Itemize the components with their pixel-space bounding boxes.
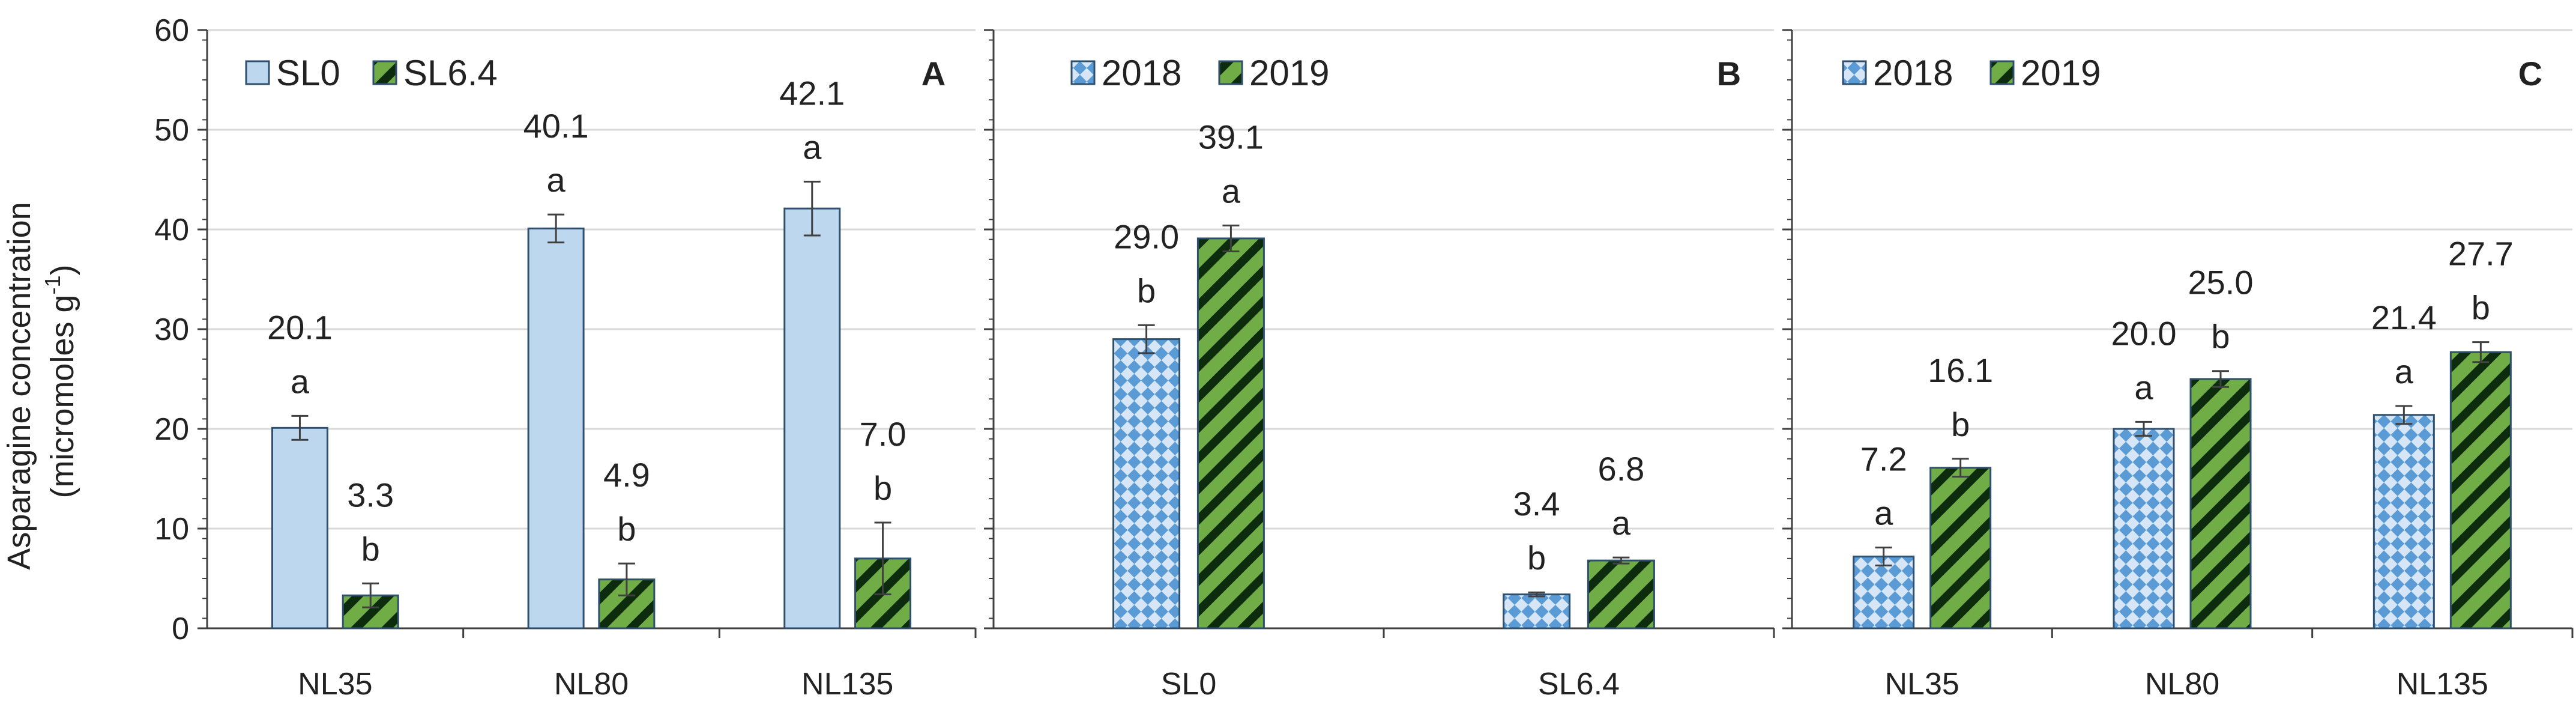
bar-2018-nl135 — [2374, 415, 2434, 628]
bar-2018-sl6-4 — [1504, 595, 1570, 628]
data-label: 39.1 — [1198, 118, 1264, 156]
bar-2019-sl0 — [1198, 238, 1264, 628]
legend-label-2018: 2018 — [1873, 53, 1953, 93]
y-axis-title-main: Asparagine concentration — [1, 202, 37, 569]
data-label: 40.1 — [523, 107, 589, 145]
y-tick-label: 40 — [154, 213, 189, 247]
significance-letter: a — [1612, 504, 1631, 542]
bar-2019-nl80 — [2191, 379, 2251, 628]
data-label: 3.4 — [1513, 485, 1560, 523]
x-tick-label-nl135: NL135 — [2397, 667, 2488, 702]
data-label: 7.0 — [860, 415, 906, 453]
legend-label-2019: 2019 — [1249, 53, 1329, 93]
bar-2018-nl80 — [2114, 429, 2174, 628]
y-tick-label: 60 — [154, 13, 189, 48]
data-label: 21.4 — [2371, 299, 2437, 336]
x-tick-label-sl6-4: SL6.4 — [1538, 667, 1620, 702]
x-tick-label-nl135: NL135 — [801, 667, 893, 702]
panel-c: NL35 a 7.2 b 16.1 NL80 a 20.0 b 25.0 NL135 a 21.4 b 27… — [1782, 30, 2572, 702]
x-tick-label-nl35: NL35 — [298, 667, 372, 702]
bar-2019-nl135 — [2451, 352, 2511, 628]
significance-letter: b — [1951, 405, 1970, 443]
data-label: 20.1 — [267, 308, 333, 346]
y-tick-label: 50 — [154, 113, 189, 148]
y-axis-title-paren: ) — [44, 264, 80, 275]
legend-swatch-2018 — [1843, 61, 1866, 84]
legend-label-2019: 2019 — [2021, 53, 2101, 93]
panel-letter: C — [2518, 55, 2542, 93]
legend-swatch-sl6-4 — [373, 61, 396, 84]
legend-swatch-2019 — [1991, 61, 2013, 84]
bar-sl0-nl35 — [272, 428, 327, 628]
legend-swatch-2019 — [1219, 61, 1242, 84]
data-label: 3.3 — [347, 476, 394, 514]
significance-letter: a — [2395, 353, 2414, 390]
bar-2018-nl35 — [1854, 556, 1914, 628]
significance-letter: b — [873, 469, 892, 507]
panel-b: SL0 b 29.0 a 39.1 SL6.4 b 3.4 a 6.8 2018 2019 B — [984, 30, 1774, 702]
x-tick-label-nl35: NL35 — [1885, 667, 1959, 702]
x-tick-label-sl0: SL0 — [1161, 667, 1217, 702]
y-tick-label: 30 — [154, 312, 189, 347]
data-label: 6.8 — [1597, 450, 1644, 488]
data-label: 16.1 — [1928, 351, 1993, 389]
panel-a: 0 10 20 30 40 50 60 NL35 a 20.1 b 3.3 NL80 a 40.1 b 4.9 N… — [154, 13, 976, 702]
significance-letter: b — [617, 510, 636, 548]
legend-swatch-sl0 — [246, 61, 269, 84]
data-label: 4.9 — [603, 456, 650, 494]
bar-sl0-nl135 — [785, 208, 840, 628]
significance-letter: b — [361, 530, 380, 568]
bar-2019-sl6-4 — [1588, 560, 1654, 628]
y-axis-title-unit: (micromoles g — [44, 294, 80, 498]
data-label: 7.2 — [1860, 440, 1907, 478]
legend-label-sl0: SL0 — [276, 53, 340, 93]
data-label: 20.0 — [2111, 314, 2177, 352]
data-label: 42.1 — [779, 74, 845, 112]
y-tick-label: 20 — [154, 412, 189, 447]
x-tick-label-nl80: NL80 — [554, 667, 629, 702]
legend-swatch-2018 — [1072, 61, 1094, 84]
significance-letter: b — [2472, 289, 2490, 327]
y-tick-label: 10 — [154, 512, 189, 547]
chart-root: Asparagine concentration (micromoles g-1… — [0, 0, 2576, 719]
significance-letter: a — [1874, 494, 1893, 532]
significance-letter: b — [2211, 318, 2230, 356]
significance-letter: a — [1222, 172, 1241, 210]
x-tick-label-nl80: NL80 — [2145, 667, 2219, 702]
legend-label-sl6-4: SL6.4 — [403, 53, 498, 93]
panel-letter: B — [1717, 55, 1741, 93]
y-axis-title-superscript: -1 — [40, 275, 65, 294]
legend-label-2018: 2018 — [1102, 53, 1181, 93]
y-tick-label: 0 — [172, 611, 189, 646]
significance-letter: b — [1137, 272, 1156, 309]
data-label: 29.0 — [1114, 217, 1179, 255]
panel-letter: A — [922, 55, 946, 93]
significance-letter: b — [1527, 539, 1546, 577]
significance-letter: a — [291, 362, 310, 400]
bar-sl0-nl80 — [528, 228, 584, 628]
bar-2019-nl35 — [1931, 468, 1991, 628]
data-label: 25.0 — [2188, 264, 2254, 302]
significance-letter: a — [547, 161, 566, 199]
data-label: 27.7 — [2448, 235, 2514, 273]
significance-letter: a — [803, 128, 822, 166]
bar-2018-sl0 — [1114, 339, 1180, 628]
y-axis-title: Asparagine concentration (micromoles g-1… — [1, 193, 80, 569]
significance-letter: a — [2134, 368, 2153, 406]
